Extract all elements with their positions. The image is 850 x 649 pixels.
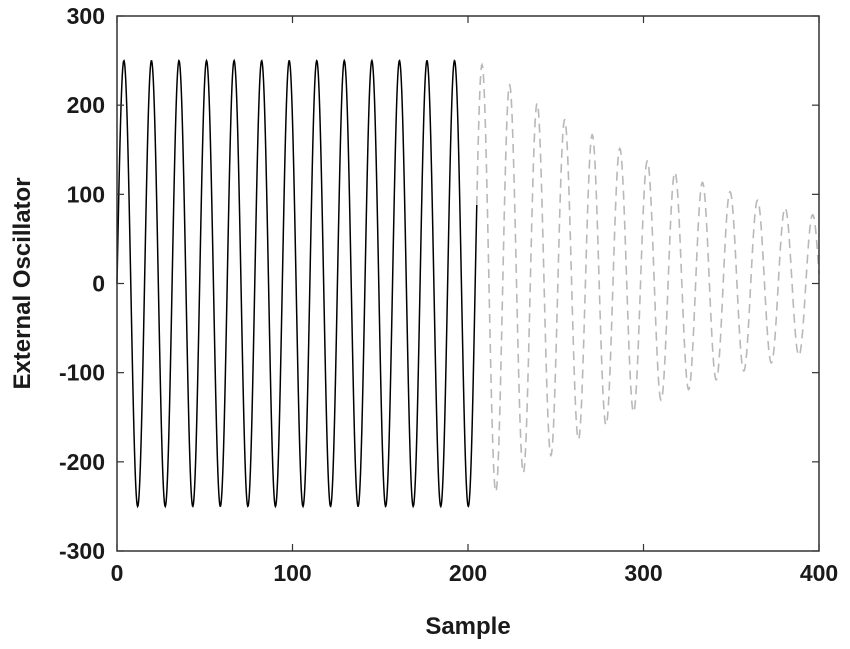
y-tick-label: 0 (92, 271, 105, 297)
x-tick-label: 400 (800, 560, 838, 586)
y-tick-label: 300 (67, 3, 105, 29)
y-tick-label: 200 (67, 92, 105, 118)
x-tick-label: 300 (624, 560, 662, 586)
y-tick-label: -200 (59, 449, 105, 475)
x-tick-label: 0 (111, 560, 124, 586)
y-tick-label: -100 (59, 360, 105, 386)
x-tick-label: 200 (449, 560, 487, 586)
y-axis-ticks: -300 -200 -100 0 100 200 300 (59, 3, 819, 564)
x-axis-ticks: 0 100 200 300 400 (111, 16, 838, 586)
y-tick-label: -300 (59, 538, 105, 564)
series-line-solid (116, 58, 478, 509)
plot-lines (116, 58, 820, 509)
series-line-dashed (475, 62, 820, 494)
y-tick-label: 100 (67, 181, 105, 207)
x-tick-label: 100 (273, 560, 311, 586)
x-axis-label: Sample (425, 613, 510, 640)
y-axis-label: External Oscillator (9, 177, 36, 389)
